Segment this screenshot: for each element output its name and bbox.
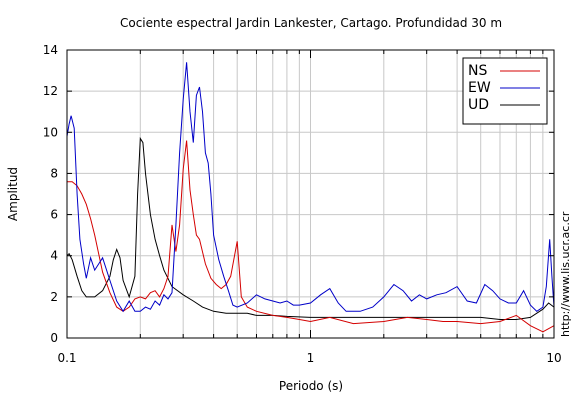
series-line-ew — [67, 62, 554, 313]
source-url: http://www.lis.ucr.ac.cr — [559, 211, 572, 337]
y-tick-label: 6 — [50, 208, 58, 222]
y-tick-label: 10 — [43, 125, 58, 139]
chart-title: Cociente espectral Jardin Lankester, Car… — [120, 16, 502, 30]
y-tick-label: 12 — [43, 84, 58, 98]
x-axis-label: Periodo (s) — [279, 379, 343, 393]
y-tick-label: 4 — [50, 249, 58, 263]
y-tick-label: 2 — [50, 290, 58, 304]
legend-label-ud: UD — [468, 97, 489, 113]
legend-box — [462, 57, 548, 125]
series-line-ns — [67, 140, 554, 333]
series-layer — [67, 62, 554, 333]
x-tick-label: 1 — [307, 351, 315, 365]
x-tick-label: 10 — [546, 351, 561, 365]
legend-label-ew: EW — [468, 80, 491, 96]
y-tick-label: 0 — [50, 331, 58, 345]
axis-ticks: 0 2 4 6 8 10 12 14 0.1 1 10 — [43, 43, 562, 365]
x-tick-label: 0.1 — [57, 351, 76, 365]
legend-label-ns: NS — [468, 63, 487, 79]
y-tick-label: 14 — [43, 43, 58, 57]
y-axis-label: Amplitud — [6, 167, 20, 221]
y-tick-label: 8 — [50, 166, 58, 180]
